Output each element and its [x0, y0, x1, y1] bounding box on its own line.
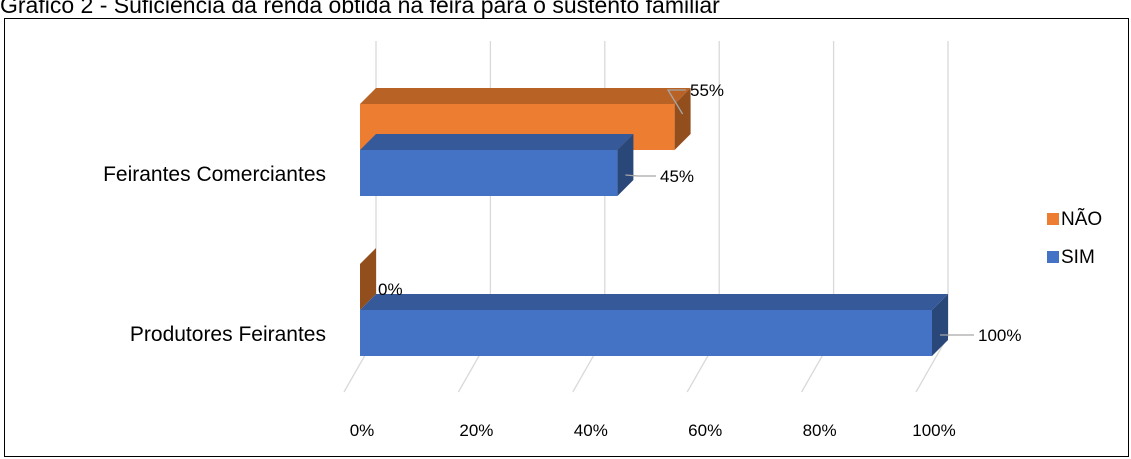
- data-label: 55%: [690, 81, 724, 100]
- category-label: Feirantes Comerciantes: [103, 163, 326, 186]
- bar-top-face: [360, 134, 634, 150]
- x-tick-label: 80%: [803, 421, 837, 440]
- bar-side-face: [360, 248, 376, 310]
- data-label-leader: [625, 174, 656, 177]
- bar-top-face: [360, 88, 691, 104]
- x-tick-label: 0%: [350, 421, 375, 440]
- x-tick-label: 20%: [459, 421, 493, 440]
- x-tick-label: 60%: [688, 421, 722, 440]
- bar-side-face: [617, 134, 634, 196]
- bar-sim-produtores-feirantes: [360, 294, 948, 356]
- bars: [360, 88, 948, 356]
- data-label: 100%: [978, 326, 1021, 345]
- data-labels: 0% 100% 55% 45%: [378, 81, 1021, 345]
- category-label: Produtores Feirantes: [130, 323, 326, 346]
- axis-labels: 0% 20% 40% 60% 80% 100% Produtores Feirantes Fe…: [103, 163, 956, 440]
- legend-label-sim: SIM: [1061, 247, 1095, 268]
- data-label: 45%: [660, 167, 694, 186]
- x-tick-label: 40%: [574, 421, 608, 440]
- legend-swatch-sim: [1047, 251, 1059, 263]
- bar-nao-produtores-feirantes: [360, 248, 376, 310]
- x-tick-label: 100%: [912, 421, 955, 440]
- legend-label-nao: NÃO: [1061, 208, 1102, 230]
- data-label: 0%: [378, 280, 403, 299]
- chart-frame: 0% 100% 55% 45% 0% 20% 40% 60% 80% 100% Produtore…: [4, 18, 1129, 457]
- bar-front-face: [360, 310, 932, 356]
- legend-swatch-nao: [1047, 213, 1059, 225]
- bar-chart: 0% 100% 55% 45% 0% 20% 40% 60% 80% 100% Produtore…: [103, 41, 1102, 440]
- bar-side-face: [674, 88, 691, 150]
- bar-front-face: [360, 150, 618, 196]
- bar-sim-feirantes-comerciantes: [360, 134, 634, 196]
- floor-gridline: [915, 335, 949, 393]
- chart-title: Gráfico 2 - Suficiência da renda obtida …: [0, 0, 720, 18]
- bar-side-face: [932, 294, 948, 356]
- data-label-leader: [666, 89, 686, 115]
- legend: NÃO SIM: [1047, 208, 1102, 268]
- bar-top-face: [360, 294, 948, 310]
